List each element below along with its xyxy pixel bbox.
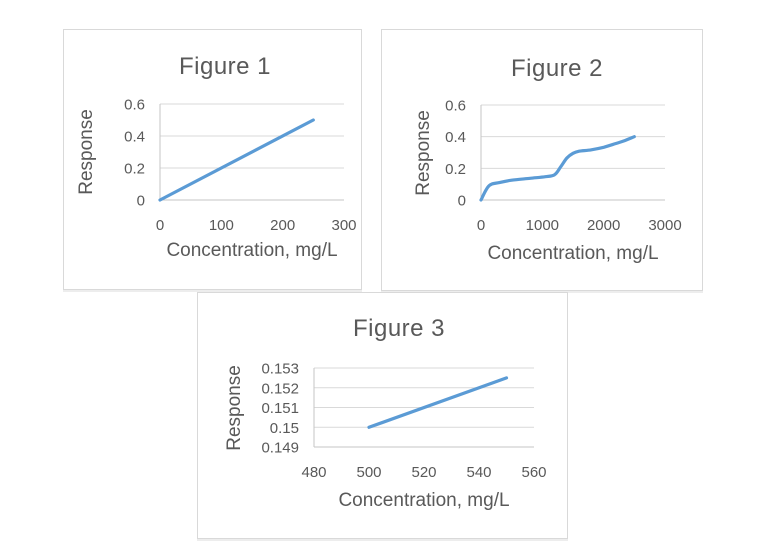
figure-1-title: Figure 1 [178,53,272,80]
figure-2-yaxis-title: Response [413,109,434,196]
x-tick-label: 3000 [648,217,681,234]
series-line [158,118,315,202]
y-tick-label: 0.151 [261,400,299,417]
x-tick-label: 0 [156,217,164,234]
x-tick-label: 300 [331,217,356,234]
figure-2-title: Figure 2 [510,55,604,82]
figure-1-plot: 0 0.2 0.4 0.6 0 100 200 300 [124,97,356,235]
x-tick-label: 100 [209,217,234,234]
figure-3-title: Figure 3 [352,315,446,342]
y-tick-label: 0 [137,193,145,210]
y-tick-label: 0.4 [445,129,466,146]
figure-1-yaxis-title: Response [76,109,97,195]
series-line [367,376,509,429]
figure-3-xaxis-title: Concentration, mg/L [338,490,510,511]
x-tick-label: 480 [301,464,326,481]
figure-3-plot: 0.149 0.15 0.151 0.152 0.153 480 500 520 540 560 [261,361,546,482]
series-line [479,135,636,202]
x-tick-label: 2000 [587,217,620,234]
figure-3-yaxis-title: Response [224,364,245,451]
y-tick-label: 0.6 [445,98,466,115]
x-tick-label: 0 [477,217,485,234]
y-tick-label: 0.2 [445,161,466,178]
x-tick-label: 540 [466,464,491,481]
figure-2-xaxis-title: Concentration, mg/L [487,243,659,264]
y-tick-label: 0.2 [124,161,145,178]
figure-3-panel: 0.149 0.15 0.151 0.152 0.153 480 500 520 540 560 … [197,292,568,539]
y-tick-label: 0 [458,193,466,210]
y-tick-label: 0.15 [270,420,299,437]
y-tick-label: 0.149 [261,440,299,457]
x-tick-label: 520 [411,464,436,481]
y-tick-label: 0.6 [124,97,145,114]
y-tick-label: 0.4 [124,129,145,146]
x-tick-label: 500 [356,464,381,481]
x-tick-label: 560 [521,464,546,481]
y-tick-label: 0.153 [261,361,299,378]
y-tick-label: 0.152 [261,380,299,397]
x-tick-label: 200 [270,217,295,234]
figure-2-panel: 0 0.2 0.4 0.6 0 1000 2000 3000 Figure 2 Concent… [381,29,703,291]
figure-1-panel: 0 0.2 0.4 0.6 0 100 200 300 Figure 1 Concentrat… [63,29,362,290]
x-tick-label: 1000 [526,217,559,234]
figure-1-xaxis-title: Concentration, mg/L [166,240,338,261]
figure-2-plot: 0 0.2 0.4 0.6 0 1000 2000 3000 [445,98,682,235]
